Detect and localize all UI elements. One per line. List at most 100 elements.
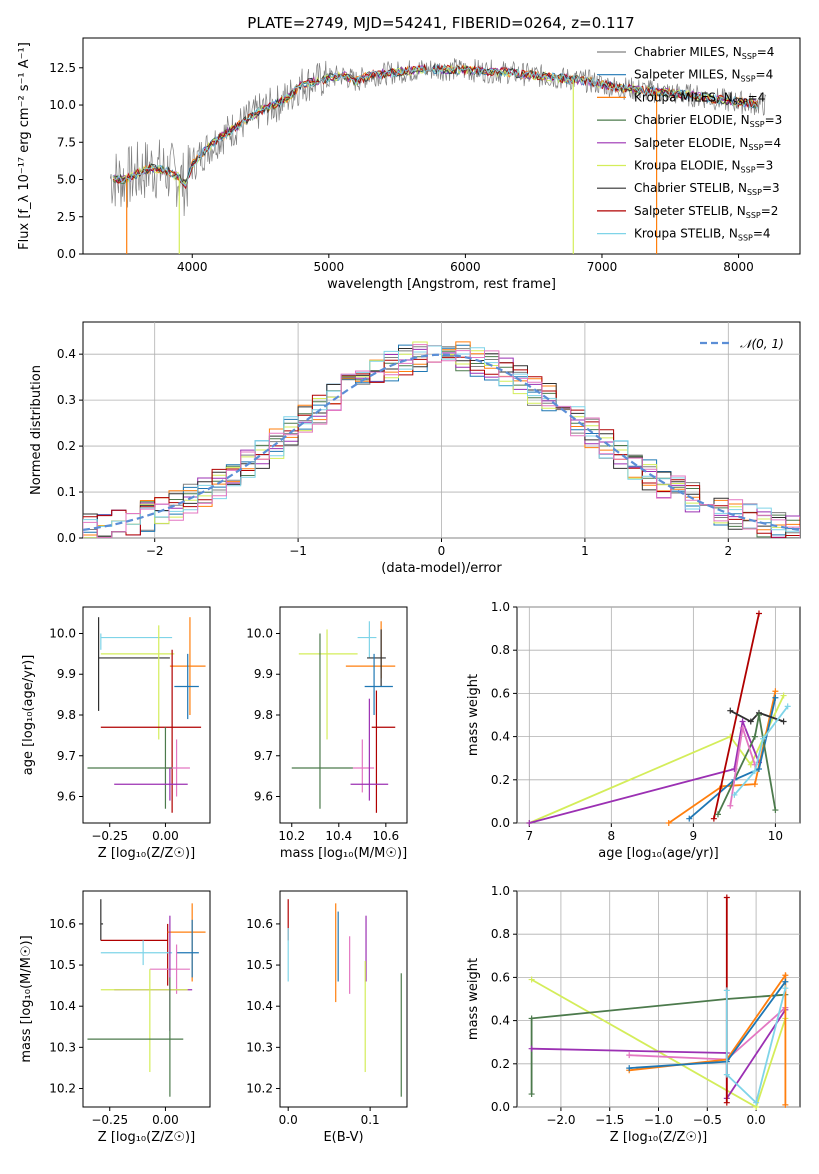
gaussian-legend-label: 𝒩(0, 1) — [740, 337, 784, 351]
spectrum-xtick-label: 7000 — [587, 260, 618, 274]
weight-vs-z-marker — [723, 1071, 730, 1078]
mass-vs-ebv-axes: 0.0 0.1 10.2 10.3 10.4 10.5 10.6 E(B-V) — [246, 890, 408, 1145]
weight-vs-z-ytick-label: 0.0 — [491, 1100, 510, 1114]
residual-xlabel: (data-model)/error — [381, 561, 502, 576]
residual-xtick-label: 1 — [581, 544, 589, 558]
spectrum-xlabel: wavelength [Angstrom, rest frame] — [327, 277, 556, 292]
weight-vs-age-marker — [772, 807, 779, 814]
residual-xtick-label: −1 — [289, 544, 307, 558]
age-vs-z-xtick-label: 0.00 — [152, 829, 179, 843]
weight-vs-z-marker — [528, 1045, 535, 1052]
residual-axes: −2 −1 0 1 2 0.0 0.1 0.2 0.3 0.4 (data-model)/error… — [29, 321, 801, 576]
spectrum-model-line — [112, 65, 758, 187]
residual-ytick-label: 0.0 — [57, 531, 76, 545]
spectrum-title: PLATE=2749, MJD=54241, FIBERID=0264, z=0… — [247, 14, 634, 32]
residual-xtick-label: 0 — [438, 544, 446, 558]
residual-ylabel: Normed distribution — [29, 365, 44, 495]
weight-vs-age-marker — [665, 820, 672, 826]
weight-vs-z-marker — [782, 972, 789, 979]
weight-vs-age-marker — [727, 707, 734, 714]
weight-vs-age-marker — [772, 688, 779, 695]
weight-vs-z-ytick-label: 1.0 — [491, 884, 510, 898]
weight-vs-age-marker — [731, 791, 738, 798]
spectrum-lines — [109, 58, 767, 254]
mass-vs-z-axes: −0.25 0.00 10.2 10.3 10.4 10.5 10.6 Z [log₁₀(Z/… — [19, 890, 211, 1145]
mass-vs-ebv-ytick-label: 10.6 — [246, 917, 273, 931]
weight-vs-age-xtick-label: 9 — [690, 829, 698, 843]
mass-vs-ebv-ytick-label: 10.4 — [246, 999, 273, 1013]
weight-vs-age-ytick-label: 0.2 — [491, 773, 510, 787]
weight-vs-age-marker — [727, 802, 734, 809]
weight-vs-age-marker — [780, 692, 787, 699]
legend-entry: Chabrier ELODIE, NSSP=3 — [634, 113, 782, 129]
age-vs-mass-xlabel: mass [log₁₀(M/M☉)] — [280, 846, 407, 861]
spectrum-legend: Chabrier MILES, NSSP=4 Salpeter MILES, NS… — [597, 45, 782, 243]
residual-xtick-label: −2 — [146, 544, 164, 558]
weight-vs-z-xlabel: Z [log₁₀(Z/Z☉)] — [610, 1130, 707, 1145]
weight-vs-age-series-line — [529, 718, 760, 824]
spectrum-ytick-label: 0.0 — [57, 247, 76, 261]
weight-vs-age-marker — [784, 703, 791, 710]
weight-vs-z-marker — [528, 1015, 535, 1022]
age-vs-z-ytick-label: 10.0 — [49, 626, 76, 640]
age-vs-mass-axes: 10.2 10.4 10.6 9.6 9.7 9.8 9.9 10.0 mass [log₁₀(… — [246, 606, 408, 861]
weight-vs-z-marker — [723, 1099, 730, 1106]
spectrum-ytick-label: 10.0 — [49, 98, 76, 112]
weight-vs-z-marker — [626, 1065, 633, 1072]
weight-vs-age-xlabel: age [log₁₀(age/yr)] — [598, 846, 719, 861]
weight-vs-z-marker — [528, 976, 535, 983]
legend-entry: Salpeter ELODIE, NSSP=4 — [634, 136, 781, 152]
weight-vs-age-xtick-label: 10 — [768, 829, 783, 843]
weight-vs-z-marker — [753, 1099, 760, 1106]
age-vs-z-xtick-label: −0.25 — [91, 829, 128, 843]
age-vs-mass-ytick-label: 9.8 — [254, 708, 273, 722]
weight-vs-age-series-line — [729, 709, 784, 723]
weight-vs-age-series-line — [717, 714, 777, 815]
mass-vs-z-ytick-label: 10.2 — [49, 1081, 76, 1095]
weight-vs-age-xtick-label: 8 — [608, 829, 616, 843]
weight-vs-age-series-line — [733, 705, 789, 796]
weight-vs-z-marker — [782, 985, 789, 992]
residual-ytick-label: 0.3 — [57, 393, 76, 407]
spectrum-xtick-label: 6000 — [450, 260, 481, 274]
weight-vs-age-marker — [755, 766, 762, 772]
spectrum-xtick-label: 4000 — [177, 260, 208, 274]
age-vs-z-ytick-label: 9.9 — [57, 667, 76, 681]
weight-vs-age-series-line — [713, 613, 760, 819]
weight-vs-z-marker — [528, 1091, 535, 1098]
weight-vs-age-marker — [714, 811, 721, 818]
weight-vs-age-marker — [710, 815, 717, 822]
mass-vs-z-xlabel: Z [log₁₀(Z/Z☉)] — [98, 1130, 195, 1145]
legend-entry: Kroupa ELODIE, NSSP=3 — [634, 159, 773, 175]
legend-entry: Chabrier STELIB, NSSP=3 — [634, 181, 780, 197]
mass-vs-z-ylabel: mass [log₁₀(M/M☉)] — [19, 935, 34, 1062]
weight-vs-z-series-line — [725, 987, 787, 1105]
spectrum-ytick-label: 5.0 — [57, 173, 76, 187]
mass-vs-ebv-axes-frame — [279, 890, 408, 1108]
weight-vs-z-marker — [723, 894, 730, 901]
weight-vs-z-ylabel: mass weight — [466, 958, 481, 1040]
weight-vs-age-marker — [739, 718, 746, 725]
weight-vs-age-marker — [751, 768, 758, 775]
weight-vs-z-ytick-label: 0.6 — [491, 970, 510, 984]
mass-vs-ebv-ytick-label: 10.5 — [246, 958, 273, 972]
spectrum-ytick-label: 7.5 — [57, 135, 76, 149]
weight-vs-age-marker — [526, 820, 533, 826]
weight-vs-z-series-line — [530, 993, 786, 1094]
weight-vs-age-ytick-label: 0.8 — [491, 643, 510, 657]
legend-entry: Kroupa MILES, NSSP=4 — [634, 90, 765, 106]
residual-ytick-label: 0.2 — [57, 439, 76, 453]
weight-vs-age-ytick-label: 0.6 — [491, 686, 510, 700]
residual-histograms — [83, 341, 800, 538]
weight-vs-age-marker — [780, 718, 787, 725]
spectrum-xtick-label: 5000 — [314, 260, 345, 274]
weight-vs-age-ylabel: mass weight — [466, 674, 481, 756]
mass-vs-ebv-xlabel: E(B-V) — [323, 1130, 363, 1145]
weight-vs-age-marker — [751, 781, 758, 788]
mass-vs-z-ytick-label: 10.5 — [49, 958, 76, 972]
age-vs-mass-axes-frame — [279, 606, 408, 824]
mass-vs-ebv-xtick-label: 0.0 — [279, 1113, 298, 1127]
age-vs-z-ytick-label: 9.6 — [57, 790, 76, 804]
